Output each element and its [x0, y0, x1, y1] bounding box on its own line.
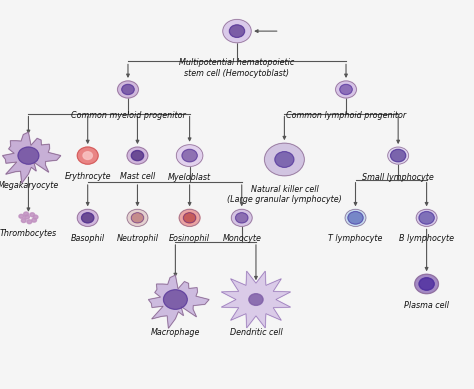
Polygon shape: [148, 275, 209, 328]
Circle shape: [32, 218, 36, 222]
Circle shape: [275, 152, 294, 167]
Text: T lymphocyte: T lymphocyte: [328, 234, 383, 243]
Circle shape: [348, 212, 363, 224]
Circle shape: [182, 149, 197, 162]
Text: Eosinophil: Eosinophil: [169, 234, 210, 243]
Circle shape: [236, 213, 248, 223]
Circle shape: [33, 215, 38, 219]
Text: Erythrocyte: Erythrocyte: [64, 172, 111, 181]
Circle shape: [30, 213, 35, 217]
Circle shape: [164, 290, 187, 309]
Text: Small lymphocyte: Small lymphocyte: [362, 173, 434, 182]
Circle shape: [231, 209, 252, 226]
Circle shape: [419, 278, 434, 290]
Circle shape: [179, 209, 200, 226]
Circle shape: [419, 212, 434, 224]
Circle shape: [131, 213, 144, 223]
Text: Basophil: Basophil: [71, 234, 105, 243]
Circle shape: [122, 84, 134, 95]
Circle shape: [249, 294, 263, 305]
Circle shape: [127, 147, 148, 164]
Circle shape: [229, 25, 245, 37]
Circle shape: [127, 209, 148, 226]
Circle shape: [77, 147, 98, 164]
Circle shape: [176, 145, 203, 166]
Circle shape: [24, 212, 28, 216]
Circle shape: [345, 209, 366, 226]
Circle shape: [388, 147, 409, 164]
Circle shape: [183, 213, 196, 223]
Circle shape: [82, 213, 94, 223]
Text: Thrombocytes: Thrombocytes: [0, 229, 57, 238]
Circle shape: [21, 219, 26, 223]
Text: Neutrophil: Neutrophil: [117, 234, 158, 243]
Circle shape: [27, 220, 32, 224]
Circle shape: [415, 274, 438, 294]
Text: Common lymphoid progenitor: Common lymphoid progenitor: [286, 111, 406, 120]
Circle shape: [340, 84, 352, 95]
Polygon shape: [2, 132, 61, 183]
Circle shape: [131, 151, 144, 161]
Text: Macrophage: Macrophage: [151, 328, 200, 336]
Text: Plasma cell: Plasma cell: [404, 301, 449, 310]
Circle shape: [25, 215, 29, 219]
Polygon shape: [221, 271, 291, 328]
Text: Dendritic cell: Dendritic cell: [229, 328, 283, 336]
Circle shape: [223, 19, 251, 43]
Text: Common myeloid progenitor: Common myeloid progenitor: [71, 111, 185, 120]
Text: Multipotential hematopoietic
stem cell (Hemocytoblast): Multipotential hematopoietic stem cell (…: [179, 58, 295, 78]
Circle shape: [77, 209, 98, 226]
Text: B lymphocyte: B lymphocyte: [399, 234, 454, 243]
Text: Monocyte: Monocyte: [222, 234, 261, 243]
Circle shape: [83, 152, 92, 159]
Text: Mast cell: Mast cell: [120, 172, 155, 181]
Circle shape: [19, 214, 24, 218]
Circle shape: [18, 147, 39, 164]
Text: Natural killer cell
(Large granular lymphocyte): Natural killer cell (Large granular lymp…: [227, 185, 342, 204]
Text: Myeloblast: Myeloblast: [168, 173, 211, 182]
Circle shape: [336, 81, 356, 98]
Text: Megakaryocyte: Megakaryocyte: [0, 181, 59, 190]
Circle shape: [118, 81, 138, 98]
Circle shape: [264, 143, 304, 176]
Circle shape: [416, 209, 437, 226]
Circle shape: [391, 149, 406, 162]
